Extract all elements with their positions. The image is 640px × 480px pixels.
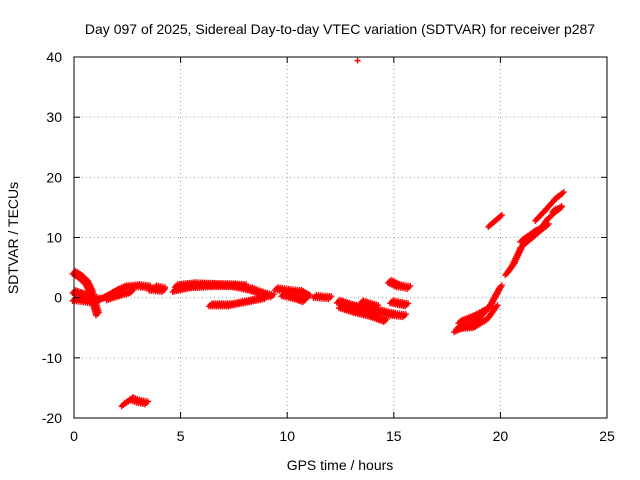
- x-tick-label: 25: [599, 428, 615, 444]
- data-point: [159, 287, 166, 294]
- data-point: [95, 309, 102, 316]
- data-point: [407, 282, 414, 289]
- data-point: [130, 287, 137, 294]
- data-point: [402, 311, 409, 318]
- data-point: [560, 189, 567, 196]
- data-point: [480, 308, 487, 315]
- y-tick-label: 30: [46, 109, 62, 125]
- data-point: [307, 291, 314, 298]
- data-point: [325, 296, 332, 303]
- data-point: [399, 314, 406, 321]
- data-point: [354, 57, 361, 64]
- data-point: [270, 291, 277, 298]
- data-point: [491, 305, 498, 312]
- data-series: [69, 57, 567, 410]
- chart-title: Day 097 of 2025, Sidereal Day-to-day VTE…: [85, 21, 595, 37]
- y-tick-label: 40: [46, 49, 62, 65]
- grid-lines: [74, 57, 607, 418]
- y-tick-label: 0: [54, 290, 62, 306]
- data-point: [144, 398, 151, 405]
- x-tick-label: 0: [70, 428, 78, 444]
- data-point: [380, 319, 387, 326]
- data-point: [494, 302, 501, 309]
- x-tick-label: 15: [386, 428, 402, 444]
- data-point: [483, 305, 490, 312]
- data-point: [498, 282, 505, 289]
- axis-ticks: 0 5 10 15 20 25 -20 -10 0 10 20 30 40: [42, 49, 615, 444]
- y-axis-label: SDTVAR / TECUs: [5, 182, 21, 294]
- x-tick-label: 20: [493, 428, 509, 444]
- data-point: [302, 296, 309, 303]
- data-point: [299, 299, 306, 306]
- data-point: [404, 285, 411, 292]
- data-point: [498, 211, 505, 218]
- data-point: [557, 192, 564, 199]
- data-point: [405, 300, 412, 307]
- x-axis-label: GPS time / hours: [287, 457, 394, 473]
- data-point: [495, 214, 502, 221]
- data-point: [261, 296, 268, 303]
- y-tick-label: 10: [46, 230, 62, 246]
- data-point: [402, 303, 409, 310]
- data-point: [92, 312, 99, 319]
- data-point: [558, 204, 565, 211]
- y-tick-label: 20: [46, 169, 62, 185]
- x-tick-label: 10: [279, 428, 295, 444]
- data-point: [240, 284, 247, 291]
- data-point: [127, 290, 134, 297]
- data-point: [555, 207, 562, 214]
- data-point: [162, 284, 169, 291]
- data-point: [383, 316, 390, 323]
- data-point: [141, 401, 148, 408]
- data-point: [495, 285, 502, 292]
- data-point: [375, 302, 382, 309]
- data-point: [243, 281, 250, 288]
- y-tick-label: -20: [42, 410, 62, 426]
- y-tick-label: -10: [42, 350, 62, 366]
- data-point: [328, 293, 335, 300]
- x-tick-label: 5: [177, 428, 185, 444]
- data-point: [264, 293, 271, 300]
- data-point: [372, 305, 379, 312]
